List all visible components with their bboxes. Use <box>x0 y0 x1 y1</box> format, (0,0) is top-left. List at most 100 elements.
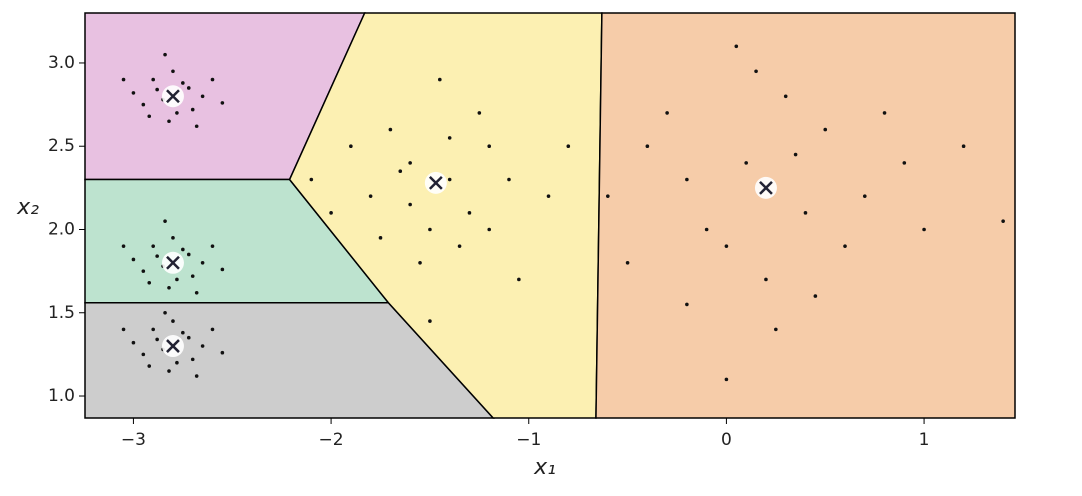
centroid-cross <box>166 89 180 104</box>
data-point <box>171 236 175 240</box>
data-point <box>163 310 167 315</box>
x-axis-label: x₁ <box>533 455 556 480</box>
data-point <box>151 327 155 332</box>
data-point <box>823 127 828 132</box>
plot-frame <box>84 12 1016 419</box>
centroid-cross <box>166 339 180 353</box>
data-point <box>163 52 167 57</box>
data-point <box>447 136 452 140</box>
data-point <box>546 194 551 198</box>
data-point <box>378 236 383 240</box>
data-point <box>754 69 758 74</box>
data-point <box>190 357 195 362</box>
data-point <box>121 327 126 332</box>
data-point <box>155 87 159 92</box>
data-point <box>186 252 191 257</box>
data-point <box>147 280 152 285</box>
x-tick-label: −2 <box>319 430 344 450</box>
x-tick-label: 0 <box>721 430 732 450</box>
data-point <box>438 77 442 82</box>
data-point <box>163 219 167 223</box>
data-point <box>131 257 136 262</box>
centroid-cross <box>166 255 180 270</box>
data-point <box>186 335 191 340</box>
data-point <box>724 244 729 248</box>
data-point <box>685 177 689 182</box>
data-point <box>704 227 709 232</box>
x-tick-label: −1 <box>516 430 541 450</box>
data-point <box>200 344 205 348</box>
data-point <box>167 119 171 124</box>
data-point <box>175 111 179 115</box>
y-tick-label: 2.0 <box>48 219 75 239</box>
centroid-cross <box>428 175 443 190</box>
data-point <box>685 302 689 307</box>
data-point <box>487 227 492 232</box>
data-point <box>171 69 175 74</box>
data-point <box>793 152 798 157</box>
x-tick-label: 1 <box>919 430 930 450</box>
data-point <box>843 244 847 248</box>
data-point <box>566 144 571 149</box>
data-point <box>744 161 748 165</box>
data-point <box>408 161 412 165</box>
data-point <box>862 194 867 198</box>
data-point <box>141 352 146 357</box>
data-point <box>210 77 215 82</box>
data-point <box>200 94 205 99</box>
data-point <box>606 194 610 198</box>
data-point <box>155 337 159 342</box>
data-point <box>882 111 887 115</box>
data-point <box>141 102 146 107</box>
data-point <box>388 127 393 132</box>
data-point <box>428 227 432 232</box>
y-tick-label: 1.0 <box>48 386 75 406</box>
data-point <box>645 144 650 149</box>
data-point <box>210 327 215 332</box>
data-point <box>457 244 462 248</box>
data-point <box>181 330 185 335</box>
data-point <box>210 244 215 248</box>
data-point <box>625 260 630 265</box>
data-point <box>428 319 432 323</box>
data-point <box>1001 219 1005 223</box>
data-point <box>220 101 225 105</box>
x-tick-label: −3 <box>121 430 146 450</box>
data-point <box>131 340 136 345</box>
data-point <box>167 369 171 373</box>
data-point <box>147 114 152 119</box>
data-point <box>724 377 729 382</box>
data-point <box>190 274 195 278</box>
data-point <box>220 350 225 355</box>
data-point <box>151 244 155 248</box>
data-point <box>368 194 373 198</box>
data-point <box>181 247 185 252</box>
y-tick-label: 1.5 <box>48 303 75 323</box>
y-axis-label: x₂ <box>16 195 39 220</box>
data-point <box>329 211 333 215</box>
data-point <box>902 161 907 165</box>
data-point <box>349 144 353 149</box>
data-point <box>186 86 191 90</box>
data-point <box>194 124 199 129</box>
data-point <box>507 177 511 182</box>
data-point <box>517 277 521 282</box>
data-point <box>190 107 195 112</box>
data-point <box>141 269 146 273</box>
data-point <box>408 202 412 207</box>
data-point <box>467 211 472 215</box>
data-point <box>813 294 818 298</box>
data-point <box>155 254 159 258</box>
data-point <box>477 111 482 115</box>
data-point <box>167 285 171 290</box>
region <box>595 12 1016 419</box>
data-point <box>175 360 179 365</box>
data-point <box>418 260 422 265</box>
data-point <box>961 144 966 149</box>
data-point <box>487 144 492 149</box>
data-point <box>181 81 185 85</box>
data-point <box>171 319 175 323</box>
data-point <box>194 290 199 295</box>
data-point <box>922 227 926 232</box>
